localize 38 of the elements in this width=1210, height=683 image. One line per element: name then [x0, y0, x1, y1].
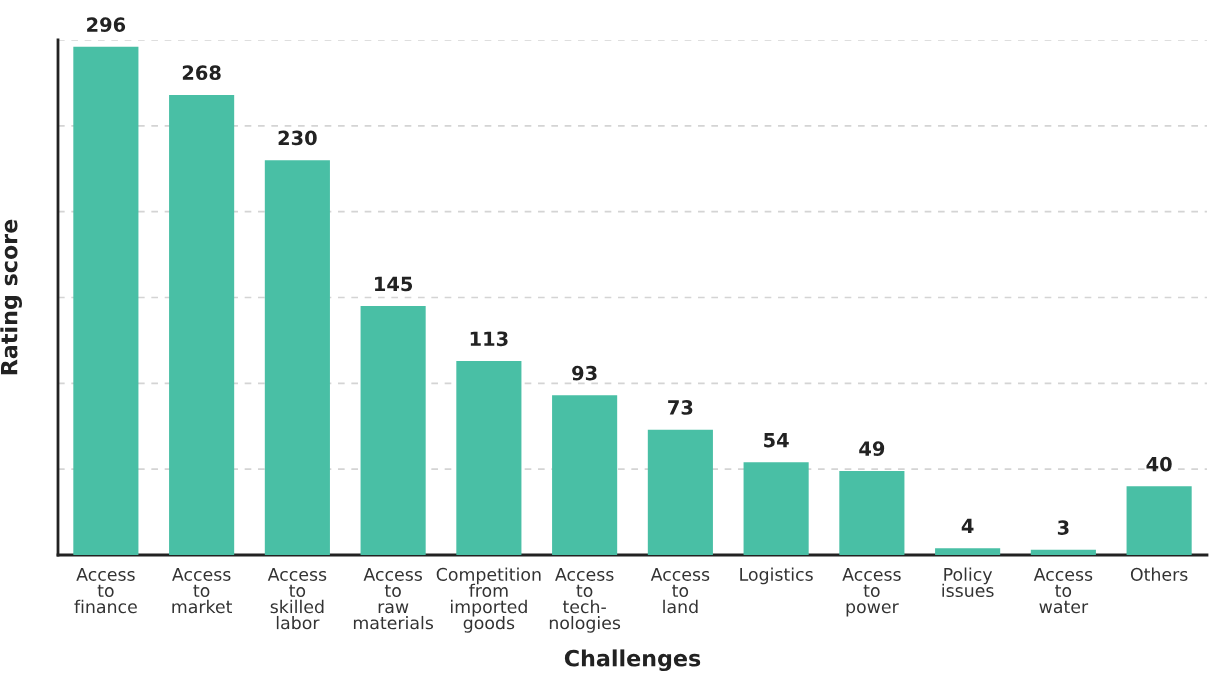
data-label: 54 — [764, 432, 789, 448]
x-tick-label: Access to finance — [74, 568, 137, 614]
x-tick-label: Policy issues — [942, 567, 994, 598]
y-axis-title: Rating score — [0, 219, 22, 375]
bar — [1126, 486, 1192, 555]
bar — [935, 548, 1001, 555]
x-tick-label: Access to raw materials — [353, 568, 434, 630]
data-label: 3 — [1057, 520, 1069, 535]
bar — [1030, 549, 1096, 555]
data-label: 113 — [470, 331, 508, 347]
x-tick-label: Access to land — [650, 568, 710, 614]
data-label: 4 — [961, 518, 974, 533]
bar — [264, 160, 330, 555]
x-tick-label: Competition from imported goods — [436, 567, 541, 633]
data-label: 93 — [572, 365, 597, 381]
bar — [743, 462, 809, 555]
bar — [360, 306, 426, 555]
x-axis-title: Challenges — [564, 649, 701, 672]
bar — [169, 94, 235, 555]
bar — [552, 395, 618, 555]
data-label: 230 — [278, 130, 317, 146]
x-tick-label: Access to tech- nologies — [549, 568, 621, 633]
data-label: 73 — [668, 400, 693, 415]
x-tick-label: Access to power — [842, 568, 901, 617]
x-tick-label: Access to water — [1033, 568, 1093, 614]
x-tick-label: Access to market — [172, 568, 233, 614]
x-tick-label: Access to skilled labor — [267, 568, 327, 630]
data-label: 296 — [87, 17, 126, 32]
bar — [73, 46, 139, 555]
data-label: 145 — [375, 276, 413, 292]
x-tick-label: Logistics — [740, 567, 813, 585]
bar — [839, 470, 905, 555]
data-label: 268 — [182, 65, 221, 81]
data-label: 49 — [859, 441, 885, 456]
x-tick-label: Others — [1130, 567, 1188, 581]
bar — [647, 429, 713, 555]
data-label: 40 — [1146, 456, 1172, 472]
bar — [456, 361, 522, 555]
